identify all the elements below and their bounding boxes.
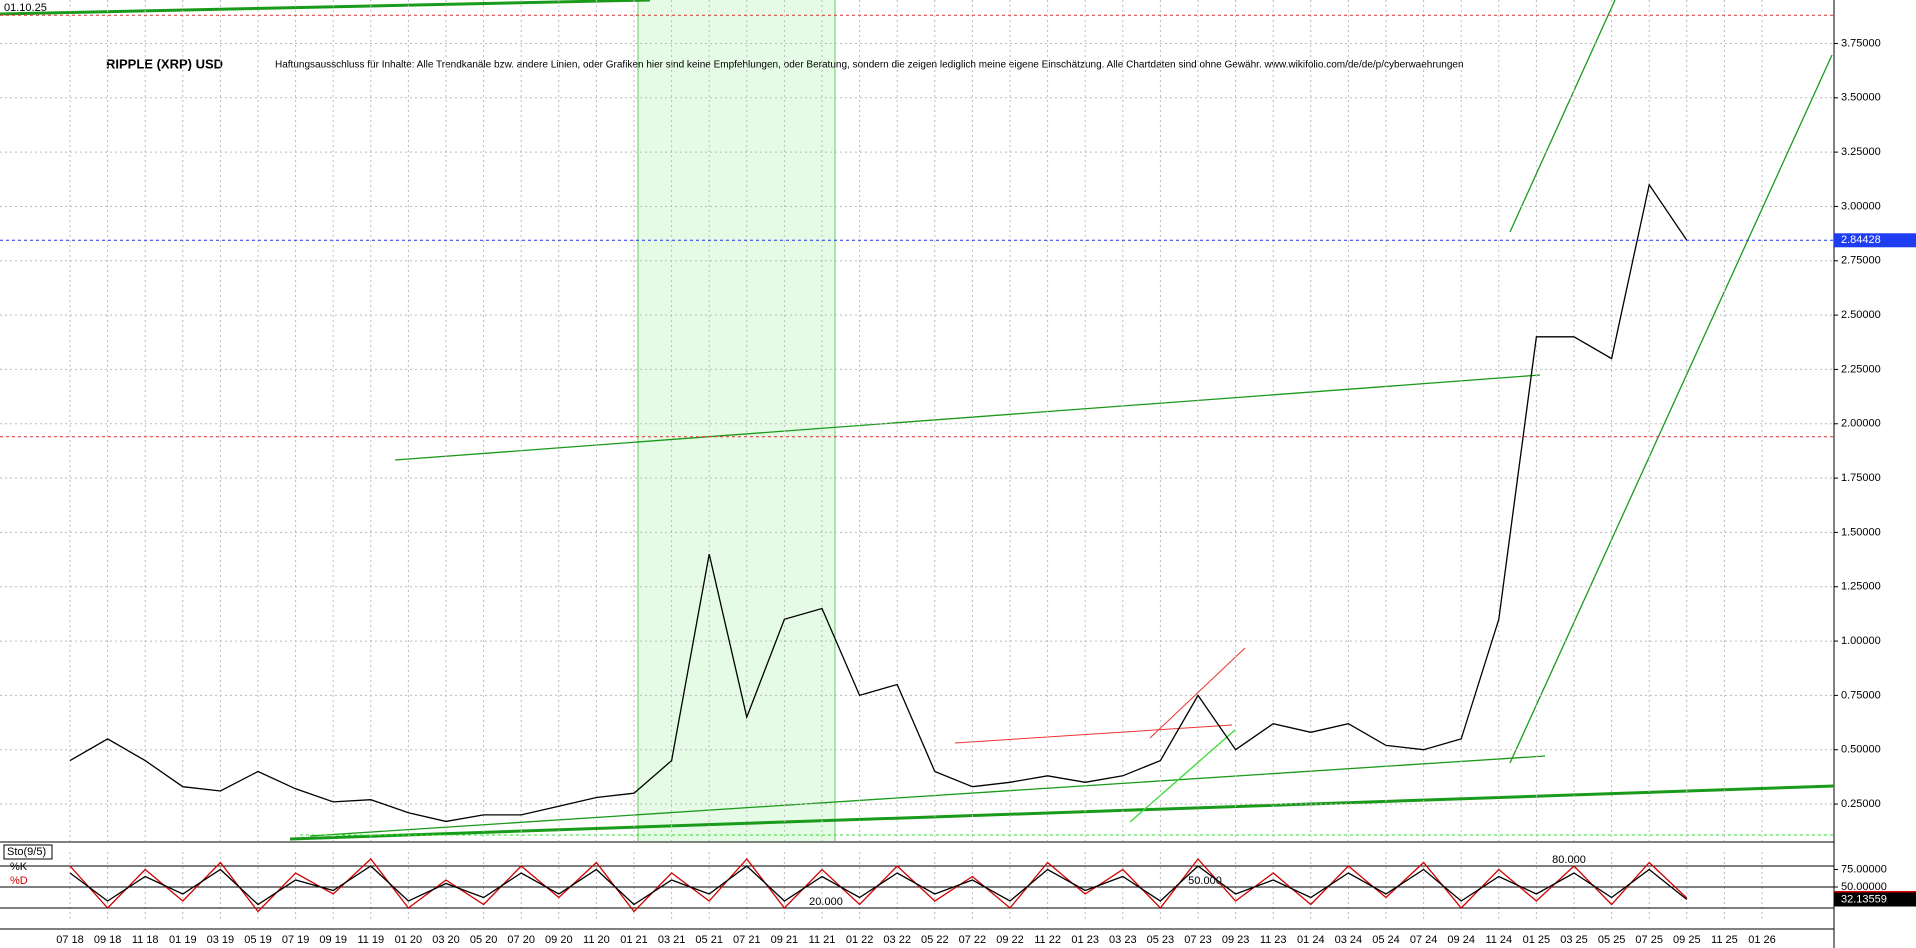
x-tick-label: 11 25: [1711, 934, 1738, 946]
x-tick-label: 03 22: [883, 934, 911, 946]
x-tick-label: 03 25: [1560, 934, 1588, 946]
x-tick-label: 11 23: [1260, 934, 1287, 946]
y-tick-label: 3.50000: [1841, 92, 1881, 104]
x-tick-label: 07 20: [507, 934, 535, 946]
indicator-box: [3, 844, 53, 860]
x-tick-label: 09 19: [319, 934, 347, 946]
x-tick-label: 07 24: [1410, 934, 1438, 946]
date-label: 01.10.25: [4, 2, 47, 14]
y-tick-label: 1.50000: [1841, 526, 1881, 538]
x-tick-label: 07 23: [1184, 934, 1212, 946]
highlight-band: [638, 0, 835, 841]
y-tick-label: 0.50000: [1841, 744, 1881, 756]
x-tick-label: 01 19: [169, 934, 197, 946]
last-value-box: [1834, 892, 1916, 907]
x-tick-label: 11 20: [583, 934, 610, 946]
y-tick-label: 2.00000: [1841, 418, 1881, 430]
last-value-label: 2.84428: [1841, 234, 1881, 246]
y-tick-label: 75.00000: [1841, 863, 1887, 875]
y-tick-label: 20.000: [809, 896, 843, 908]
y-tick-label: 50.00000: [1841, 881, 1887, 893]
x-tick-label: 09 20: [545, 934, 573, 946]
x-tick-label: 01 23: [1071, 934, 1099, 946]
x-tick-label: 09 21: [771, 934, 799, 946]
y-tick-label: 2.50000: [1841, 309, 1881, 321]
x-tick-label: 01 25: [1523, 934, 1551, 946]
legend-label: %D: [10, 875, 28, 887]
x-tick-label: 11 19: [357, 934, 384, 946]
y-tick-label: 0.75000: [1841, 689, 1881, 701]
x-tick-label: 07 22: [959, 934, 987, 946]
y-tick-label: 2.75000: [1841, 255, 1881, 267]
x-tick-label: 05 25: [1598, 934, 1626, 946]
x-tick-label: 01 22: [846, 934, 874, 946]
x-tick-label: 09 22: [996, 934, 1024, 946]
x-tick-label: 03 24: [1335, 934, 1363, 946]
y-tick-label: 3.00000: [1841, 200, 1881, 212]
x-tick-label: 05 23: [1147, 934, 1175, 946]
x-tick-label: 01 20: [395, 934, 423, 946]
x-tick-label: 05 20: [470, 934, 498, 946]
y-tick-label: 0.25000: [1841, 798, 1881, 810]
trend-lines: [0, 0, 1835, 841]
last-value-label: 32.13559: [1841, 893, 1887, 905]
last-value-box: [1834, 233, 1916, 248]
x-tick-label: 07 21: [733, 934, 761, 946]
x-tick-label: 01 26: [1748, 934, 1776, 946]
x-tick-label: 07 25: [1635, 934, 1663, 946]
legend-label: %K: [10, 861, 28, 873]
indicator-title: Sto(9/5): [7, 846, 46, 858]
x-tick-label: 11 18: [132, 934, 159, 946]
x-tick-label: 11 21: [809, 934, 836, 946]
x-tick-label: 03 20: [432, 934, 460, 946]
price-line: [69, 183, 1688, 823]
y-tick-label: 1.25000: [1841, 581, 1881, 593]
x-tick-label: 07 19: [282, 934, 310, 946]
chart-title: RIPPLE (XRP) USD: [106, 56, 223, 71]
x-tick-label: 11 24: [1485, 934, 1512, 946]
x-tick-label: 05 24: [1372, 934, 1400, 946]
chart-subtitle: Haftungsausschluss für Inhalte: Alle Tre…: [275, 60, 1464, 71]
x-tick-label: 07 18: [56, 934, 84, 946]
x-tick-label: 11 22: [1034, 934, 1061, 946]
y-tick-label: 80.000: [1552, 854, 1586, 866]
y-tick-label: 1.00000: [1841, 635, 1881, 647]
x-tick-label: 09 23: [1222, 934, 1250, 946]
x-tick-label: 05 21: [695, 934, 723, 946]
x-tick-label: 09 24: [1447, 934, 1475, 946]
x-tick-label: 03 21: [658, 934, 686, 946]
x-tick-label: 09 25: [1673, 934, 1701, 946]
y-tick-label: 2.25000: [1841, 363, 1881, 375]
x-tick-label: 09 18: [94, 934, 122, 946]
y-tick-label: 1.75000: [1841, 472, 1881, 484]
x-tick-label: 03 23: [1109, 934, 1137, 946]
y-tick-label: 3.25000: [1841, 146, 1881, 158]
x-tick-label: 03 19: [207, 934, 235, 946]
x-tick-label: 01 21: [620, 934, 648, 946]
price-line: [69, 865, 1688, 906]
x-tick-label: 05 19: [244, 934, 272, 946]
x-tick-label: 05 22: [921, 934, 949, 946]
y-tick-label: 3.75000: [1841, 37, 1881, 49]
x-tick-label: 01 24: [1297, 934, 1325, 946]
red-lines: [954, 647, 1246, 744]
